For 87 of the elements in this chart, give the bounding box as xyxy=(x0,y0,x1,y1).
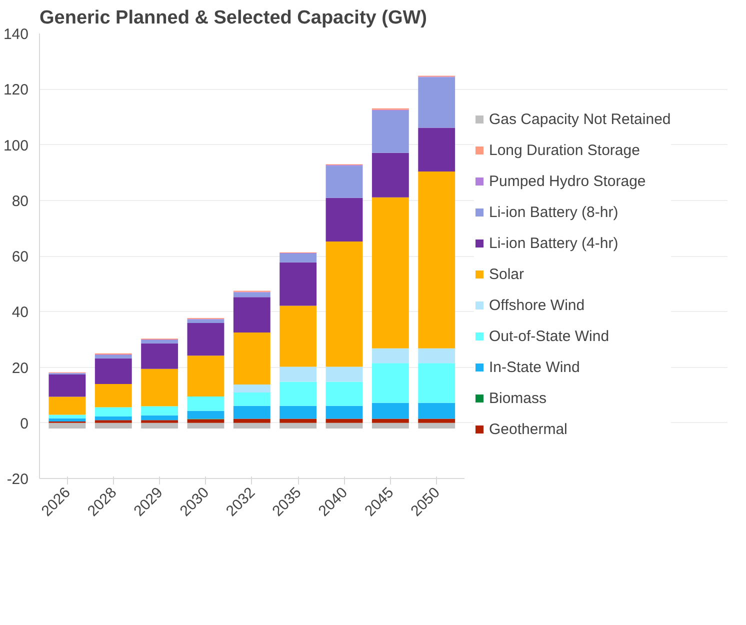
bar xyxy=(187,319,224,324)
legend-label: Offshore Wind xyxy=(489,296,585,314)
bar xyxy=(418,171,456,348)
legend-label: Solar xyxy=(489,265,524,283)
bar xyxy=(48,374,86,397)
bar xyxy=(187,419,224,423)
bar xyxy=(233,292,270,298)
bar xyxy=(326,242,363,367)
bar xyxy=(418,348,456,364)
legend-label: Geothermal xyxy=(489,420,568,438)
legend-label: Biomass xyxy=(489,389,547,407)
bar xyxy=(187,323,224,356)
bar xyxy=(48,418,86,422)
legend-label: In-State Wind xyxy=(489,358,580,376)
bar xyxy=(141,415,178,420)
y-tick-label: 40 xyxy=(12,304,29,322)
bar xyxy=(418,77,456,128)
bar xyxy=(372,422,409,428)
y-tick-label: 140 xyxy=(3,26,29,43)
bar xyxy=(326,198,363,242)
bar xyxy=(141,343,178,369)
bar xyxy=(187,396,224,411)
bar xyxy=(372,348,409,364)
bar xyxy=(280,366,317,382)
bar xyxy=(372,152,409,198)
y-tick-label: 0 xyxy=(20,415,28,432)
legend-label: Long Duration Storage xyxy=(489,141,640,159)
bar xyxy=(94,384,132,408)
bar xyxy=(187,422,224,428)
legend-label: Gas Capacity Not Retained xyxy=(489,110,671,128)
bar xyxy=(326,382,363,406)
bar xyxy=(48,396,86,415)
bar xyxy=(418,418,456,423)
y-tick-label: -20 xyxy=(6,471,29,488)
bar xyxy=(233,332,270,384)
bar xyxy=(326,422,363,428)
bar xyxy=(94,407,132,416)
bar xyxy=(326,406,363,419)
y-tick-label: 100 xyxy=(3,137,29,154)
bar xyxy=(372,197,409,348)
bar xyxy=(326,366,363,382)
legend-label: Out-of-State Wind xyxy=(489,327,610,345)
bar xyxy=(372,418,409,423)
bar xyxy=(94,422,132,428)
bar xyxy=(141,340,178,344)
y-tick-label: 120 xyxy=(3,82,29,99)
legend-label: Li-ion Battery (4-hr) xyxy=(489,234,618,252)
bar xyxy=(280,262,317,306)
bar xyxy=(233,384,270,393)
bar xyxy=(280,422,317,428)
y-tick-label: 60 xyxy=(12,248,29,266)
bar xyxy=(94,416,132,420)
bar xyxy=(94,420,132,423)
bar xyxy=(233,418,270,423)
bar xyxy=(141,420,178,423)
bar xyxy=(187,410,224,419)
bar xyxy=(280,418,317,423)
bar xyxy=(418,402,456,419)
bar xyxy=(94,358,132,384)
bar xyxy=(233,297,270,332)
y-tick-label: 80 xyxy=(12,192,29,210)
bar xyxy=(233,392,270,406)
bar xyxy=(233,406,270,419)
bar xyxy=(48,414,86,418)
bar xyxy=(94,355,132,358)
bar xyxy=(326,418,363,423)
bar xyxy=(280,406,317,419)
chart-title: Generic Planned & Selected Capacity (GW) xyxy=(40,8,427,28)
bar xyxy=(326,166,363,198)
bar xyxy=(280,306,317,367)
bar xyxy=(280,382,317,406)
bar xyxy=(141,368,178,406)
y-tick-label: 20 xyxy=(12,360,29,377)
bar xyxy=(48,422,86,428)
bar xyxy=(418,128,456,172)
legend-label: Li-ion Battery (8-hr) xyxy=(489,203,618,221)
bar xyxy=(418,422,456,428)
bar xyxy=(372,110,409,153)
bar xyxy=(233,422,270,428)
bar xyxy=(141,406,178,416)
bar xyxy=(187,356,224,396)
bar xyxy=(372,402,409,419)
bar xyxy=(418,363,456,403)
bar xyxy=(280,253,317,262)
bar xyxy=(141,422,178,428)
bar xyxy=(372,363,409,403)
legend-label: Pumped Hydro Storage xyxy=(489,172,646,190)
